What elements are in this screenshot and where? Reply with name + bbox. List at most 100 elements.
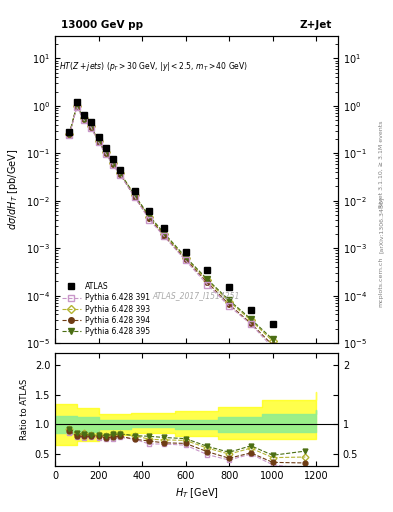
ATLAS — [89, 119, 94, 125]
Line: Pythia 6.428 393: Pythia 6.428 393 — [66, 103, 308, 395]
Pythia 6.428 395 — [67, 131, 72, 137]
Line: Pythia 6.428 394: Pythia 6.428 394 — [66, 104, 308, 400]
Pythia 6.428 393 — [67, 131, 72, 137]
Text: ATLAS_2017_I1514251: ATLAS_2017_I1514251 — [153, 291, 240, 300]
ATLAS — [103, 145, 108, 151]
ATLAS — [162, 225, 166, 231]
Pythia 6.428 391 — [132, 194, 137, 200]
Pythia 6.428 394 — [147, 215, 152, 221]
Pythia 6.428 391 — [303, 402, 308, 408]
Pythia 6.428 393 — [118, 170, 123, 176]
Pythia 6.428 393 — [96, 138, 101, 144]
ATLAS — [248, 307, 253, 313]
Pythia 6.428 395 — [103, 150, 108, 156]
Pythia 6.428 393 — [132, 193, 137, 199]
ATLAS — [118, 167, 123, 173]
Pythia 6.428 393 — [205, 278, 210, 284]
Line: Pythia 6.428 395: Pythia 6.428 395 — [66, 103, 308, 391]
Pythia 6.428 395 — [96, 138, 101, 144]
Pythia 6.428 395 — [303, 386, 308, 392]
Pythia 6.428 391 — [118, 172, 123, 178]
Pythia 6.428 394 — [89, 124, 94, 130]
Pythia 6.428 394 — [132, 194, 137, 200]
Pythia 6.428 394 — [205, 280, 210, 286]
ATLAS — [303, 373, 308, 379]
Pythia 6.428 395 — [183, 254, 188, 260]
ATLAS — [82, 112, 86, 118]
ATLAS — [67, 129, 72, 135]
Text: $HT(Z+jets)$ ($p_{T} > 30$ GeV, $|y| < 2.5$, $m_{T} > 40$ GeV): $HT(Z+jets)$ ($p_{T} > 30$ GeV, $|y| < 2… — [59, 60, 249, 73]
Line: Pythia 6.428 391: Pythia 6.428 391 — [66, 104, 308, 408]
ATLAS — [74, 99, 79, 105]
Line: ATLAS: ATLAS — [66, 99, 309, 380]
Pythia 6.428 391 — [248, 321, 253, 327]
Pythia 6.428 391 — [162, 233, 166, 239]
Y-axis label: Ratio to ATLAS: Ratio to ATLAS — [20, 379, 29, 440]
Text: Rivet 3.1.10, ≥ 3.1M events: Rivet 3.1.10, ≥ 3.1M events — [379, 120, 384, 207]
Pythia 6.428 394 — [227, 302, 231, 308]
Pythia 6.428 394 — [162, 232, 166, 239]
ATLAS — [96, 134, 101, 140]
Text: [arXiv:1306.3436]: [arXiv:1306.3436] — [379, 197, 384, 253]
ATLAS — [147, 208, 152, 215]
X-axis label: $H_{T}$ [GeV]: $H_{T}$ [GeV] — [174, 486, 219, 500]
Pythia 6.428 393 — [162, 231, 166, 237]
Pythia 6.428 394 — [248, 321, 253, 327]
Pythia 6.428 391 — [147, 217, 152, 223]
Pythia 6.428 393 — [270, 338, 275, 344]
Pythia 6.428 391 — [82, 117, 86, 123]
Pythia 6.428 395 — [147, 213, 152, 219]
Legend: ATLAS, Pythia 6.428 391, Pythia 6.428 393, Pythia 6.428 394, Pythia 6.428 395: ATLAS, Pythia 6.428 391, Pythia 6.428 39… — [59, 279, 153, 339]
Pythia 6.428 391 — [96, 139, 101, 145]
Pythia 6.428 393 — [103, 150, 108, 156]
Pythia 6.428 391 — [205, 282, 210, 288]
ATLAS — [270, 321, 275, 327]
Pythia 6.428 393 — [110, 160, 115, 166]
Pythia 6.428 395 — [227, 297, 231, 303]
Pythia 6.428 395 — [132, 193, 137, 199]
Text: 13000 GeV pp: 13000 GeV pp — [61, 19, 143, 30]
Pythia 6.428 394 — [82, 116, 86, 122]
Pythia 6.428 393 — [183, 255, 188, 261]
Pythia 6.428 393 — [248, 317, 253, 324]
Pythia 6.428 394 — [103, 150, 108, 156]
Pythia 6.428 393 — [147, 214, 152, 220]
Pythia 6.428 391 — [227, 303, 231, 309]
Pythia 6.428 394 — [96, 139, 101, 145]
Pythia 6.428 395 — [89, 123, 94, 130]
Pythia 6.428 393 — [74, 103, 79, 109]
Pythia 6.428 394 — [118, 172, 123, 178]
Pythia 6.428 394 — [74, 103, 79, 110]
Pythia 6.428 395 — [205, 276, 210, 283]
Pythia 6.428 391 — [270, 345, 275, 351]
Pythia 6.428 394 — [67, 132, 72, 138]
Pythia 6.428 391 — [67, 132, 72, 138]
Pythia 6.428 393 — [89, 123, 94, 130]
Text: mcplots.cern.ch: mcplots.cern.ch — [379, 257, 384, 307]
ATLAS — [205, 267, 210, 273]
Pythia 6.428 395 — [270, 336, 275, 343]
Pythia 6.428 394 — [110, 161, 115, 167]
ATLAS — [110, 156, 115, 162]
ATLAS — [227, 284, 231, 290]
Pythia 6.428 395 — [248, 316, 253, 322]
Pythia 6.428 395 — [118, 170, 123, 176]
Pythia 6.428 393 — [227, 298, 231, 305]
Pythia 6.428 395 — [162, 230, 166, 236]
ATLAS — [183, 248, 188, 254]
Pythia 6.428 393 — [303, 390, 308, 396]
ATLAS — [132, 188, 137, 194]
Pythia 6.428 393 — [82, 115, 86, 121]
Pythia 6.428 394 — [183, 257, 188, 263]
Pythia 6.428 394 — [303, 395, 308, 401]
Pythia 6.428 395 — [82, 116, 86, 122]
Y-axis label: $d\sigma/dH_{T}$ [pb/GeV]: $d\sigma/dH_{T}$ [pb/GeV] — [6, 148, 20, 230]
Pythia 6.428 391 — [110, 162, 115, 168]
Pythia 6.428 391 — [89, 124, 94, 131]
Pythia 6.428 391 — [183, 258, 188, 264]
Pythia 6.428 394 — [270, 342, 275, 348]
Pythia 6.428 391 — [74, 104, 79, 110]
Text: Z+Jet: Z+Jet — [300, 19, 332, 30]
Pythia 6.428 391 — [103, 151, 108, 157]
Pythia 6.428 395 — [74, 102, 79, 109]
